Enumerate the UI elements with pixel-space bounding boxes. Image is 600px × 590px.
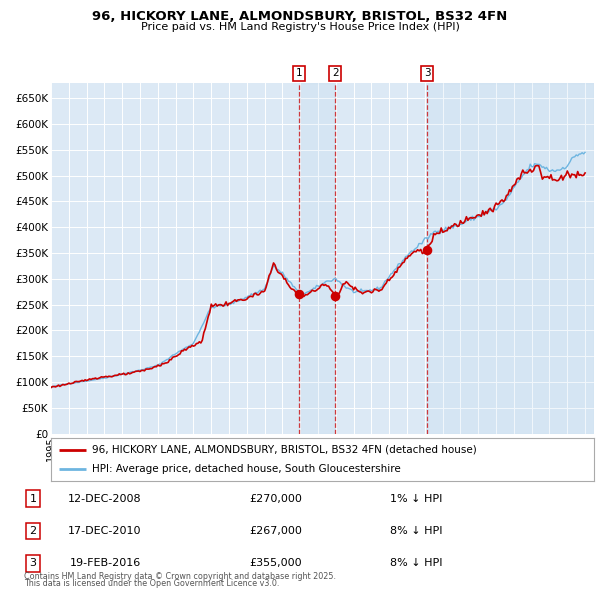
Text: 12-DEC-2008: 12-DEC-2008 (68, 494, 142, 503)
Point (295, 290, 304, 299)
Text: 3: 3 (424, 68, 430, 78)
Text: 96, HICKORY LANE, ALMONDSBURY, BRISTOL, BS32 4FN (detached house): 96, HICKORY LANE, ALMONDSBURY, BRISTOL, … (92, 445, 476, 455)
Bar (299, 83, 335, 434)
Point (422, 245, 432, 255)
Text: 3: 3 (29, 559, 37, 568)
Text: 96, HICKORY LANE, ALMONDSBURY, BRISTOL, BS32 4FN: 96, HICKORY LANE, ALMONDSBURY, BRISTOL, … (92, 10, 508, 23)
Text: Price paid vs. HM Land Registry's House Price Index (HPI): Price paid vs. HM Land Registry's House … (140, 22, 460, 32)
Text: £267,000: £267,000 (250, 526, 302, 536)
Text: 8% ↓ HPI: 8% ↓ HPI (390, 559, 443, 568)
Text: 17-DEC-2010: 17-DEC-2010 (68, 526, 142, 536)
Bar (427, 83, 594, 434)
Text: 8% ↓ HPI: 8% ↓ HPI (390, 526, 443, 536)
Point (331, 291, 340, 300)
Text: 2: 2 (332, 68, 338, 78)
Text: £355,000: £355,000 (250, 559, 302, 568)
Text: 1: 1 (296, 68, 302, 78)
Text: 2: 2 (29, 526, 37, 536)
Text: 19-FEB-2016: 19-FEB-2016 (70, 559, 140, 568)
Text: £270,000: £270,000 (250, 494, 302, 503)
Text: 1: 1 (29, 494, 37, 503)
Text: Contains HM Land Registry data © Crown copyright and database right 2025.: Contains HM Land Registry data © Crown c… (24, 572, 336, 581)
Text: HPI: Average price, detached house, South Gloucestershire: HPI: Average price, detached house, Sout… (92, 464, 400, 474)
Text: This data is licensed under the Open Government Licence v3.0.: This data is licensed under the Open Gov… (24, 579, 280, 588)
Text: 1% ↓ HPI: 1% ↓ HPI (390, 494, 442, 503)
